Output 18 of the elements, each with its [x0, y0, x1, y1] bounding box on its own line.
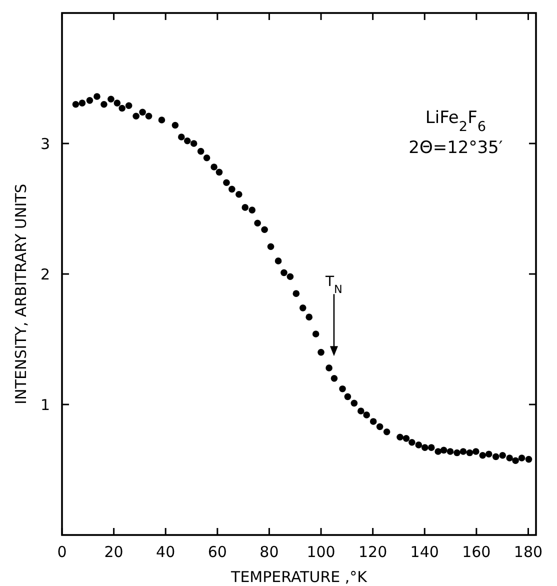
y-tick-label: 2: [40, 265, 50, 284]
x-tick-label: 80: [260, 543, 279, 561]
x-tick-label: 0: [57, 543, 67, 561]
x-axis-title: TEMPERATURE ,°K: [230, 568, 368, 586]
y-tick-label: 3: [40, 134, 50, 153]
x-tick-label: 180: [514, 543, 543, 561]
annotation: LiFe$_{2}$F$_{6}$: [425, 108, 486, 135]
y-tick-label: 1: [40, 396, 50, 414]
x-tick-label: 60: [208, 543, 227, 561]
x-tick-label: 160: [462, 543, 491, 561]
x-tick-label: 40: [156, 543, 176, 561]
x-tick-label: 140: [410, 543, 439, 561]
y-axis-title: INTENSITY, ARBITRARY UNITS: [12, 184, 30, 404]
annotation: 2Θ=12°35′: [408, 138, 503, 158]
x-tick-label: 20: [104, 543, 124, 561]
annotation: T$_{N}$: [324, 274, 342, 296]
x-tick-label: 100: [306, 543, 336, 561]
x-tick-label: 120: [358, 543, 388, 561]
